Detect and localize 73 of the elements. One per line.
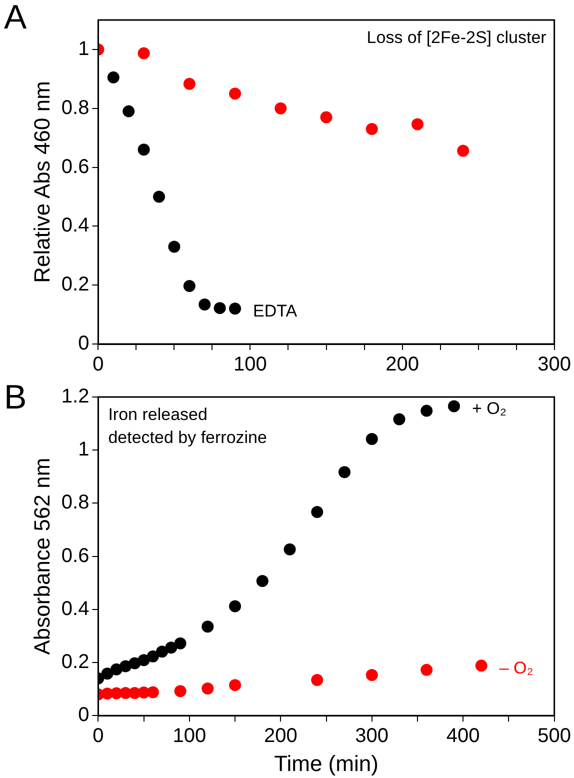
point (202, 620, 214, 633)
y-tick-label: 1.2 (61, 386, 90, 408)
series-label: + O₂ (472, 398, 506, 418)
x-tick-label: 200 (264, 725, 298, 748)
point (448, 400, 460, 412)
point (311, 674, 324, 686)
point (138, 144, 150, 156)
x-tick-label: 200 (386, 354, 419, 376)
point (146, 686, 159, 698)
point (229, 302, 242, 315)
y-tick-label: 0.2 (61, 651, 90, 674)
point (168, 240, 180, 253)
x-tick-label: 300 (538, 354, 572, 376)
point (153, 190, 166, 203)
point (174, 637, 186, 650)
x-tick-label: 500 (538, 725, 572, 748)
y-tick-label: 0.6 (61, 156, 90, 178)
y-tick-label: 0.8 (61, 492, 90, 514)
point (320, 111, 332, 124)
y-tick-label: 0.4 (61, 598, 90, 620)
point (101, 668, 114, 680)
point (284, 543, 296, 556)
x-tick-label: 400 (446, 725, 480, 748)
point (420, 664, 433, 676)
point (256, 574, 268, 587)
point (183, 280, 196, 292)
annotation: Loss of [2Fe-2S] cluster (366, 28, 547, 48)
y-tick-label: 0.6 (61, 544, 90, 567)
point (229, 600, 242, 612)
chart-title: B (4, 378, 27, 416)
point (107, 71, 120, 84)
point (420, 404, 433, 417)
point (138, 47, 150, 60)
annotation: Iron released detected by ferrozine (108, 405, 267, 448)
point (338, 466, 351, 478)
point (411, 118, 424, 130)
point (229, 88, 242, 100)
point (156, 646, 168, 658)
y-tick-label: 1 (78, 38, 90, 60)
point (174, 685, 186, 698)
y-tick-label: 0 (78, 332, 90, 355)
point (274, 102, 287, 114)
point (183, 78, 196, 90)
chart-title: A (4, 0, 27, 36)
point (198, 298, 211, 311)
point (146, 650, 159, 662)
point (202, 682, 214, 695)
y-tick-label: 0.8 (61, 96, 90, 119)
point (311, 506, 324, 518)
point (165, 642, 178, 654)
y-tick-label: 0 (78, 704, 90, 726)
x-tick-label: 300 (355, 725, 389, 748)
x-axis-title: Time (min) (274, 750, 378, 776)
y-axis-title: Relative Abs 460 nm (29, 81, 54, 283)
point (457, 144, 470, 157)
x-tick-label: 100 (172, 725, 206, 748)
point (475, 660, 488, 672)
point (366, 432, 378, 445)
point (366, 668, 378, 681)
y-axis-title: Absorbance 562 nm (29, 458, 54, 655)
y-tick-label: 1 (78, 438, 90, 461)
x-tick-label: 0 (92, 354, 104, 376)
point (366, 122, 378, 135)
point (393, 413, 406, 426)
series-label: EDTA (253, 301, 298, 320)
x-tick-label: 0 (92, 725, 104, 748)
y-tick-label: 0.2 (61, 274, 90, 296)
point (122, 105, 135, 118)
point (229, 679, 242, 692)
x-tick-label: 100 (234, 354, 267, 376)
point (214, 302, 226, 314)
series-label: – O₂ (499, 658, 534, 678)
y-tick-label: 0.4 (61, 214, 90, 237)
